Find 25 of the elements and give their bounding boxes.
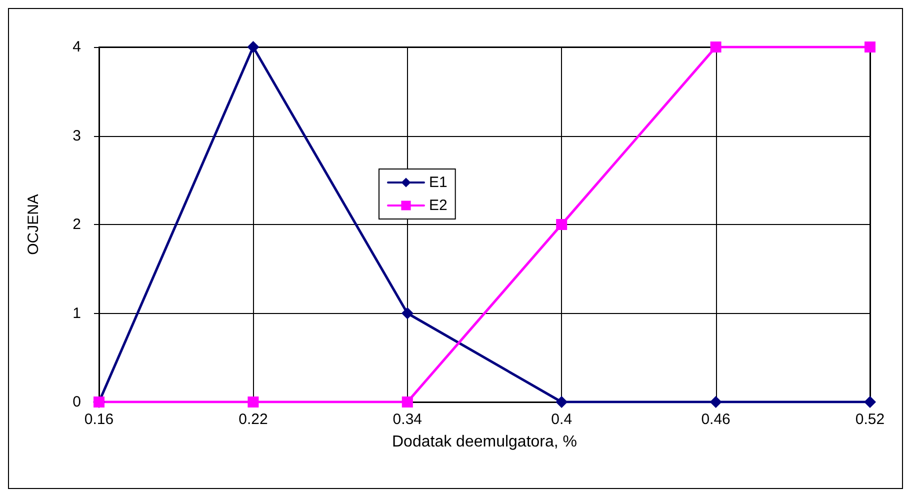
x-tick-label: 0.52 [855,411,885,428]
x-tick-label: 0.4 [551,411,572,428]
legend-label: E2 [429,197,448,214]
point [247,41,260,53]
y-tick-label: 2 [72,216,81,233]
point [401,307,414,320]
x-tick-label: 0.46 [701,411,730,428]
point [402,396,413,408]
x-tick-label: 0.16 [84,411,114,428]
x-axis-title: Dodatak deemulgatora, % [392,434,577,450]
y-tick-label: 1 [72,304,81,322]
point [710,396,722,408]
y-tick-label: 0 [72,394,81,410]
legend-label: E1 [429,174,448,191]
point [248,396,259,408]
x-tick-label: 0.22 [238,411,268,428]
y-axis-title: OCJENA [25,194,42,255]
point [864,42,876,52]
y-tick-label: 4 [72,38,81,56]
point [556,219,568,230]
point [864,396,876,408]
point [710,42,722,52]
y-tick-label: 3 [72,127,81,144]
point [556,396,568,408]
x-tick-label: 0.34 [392,411,422,428]
